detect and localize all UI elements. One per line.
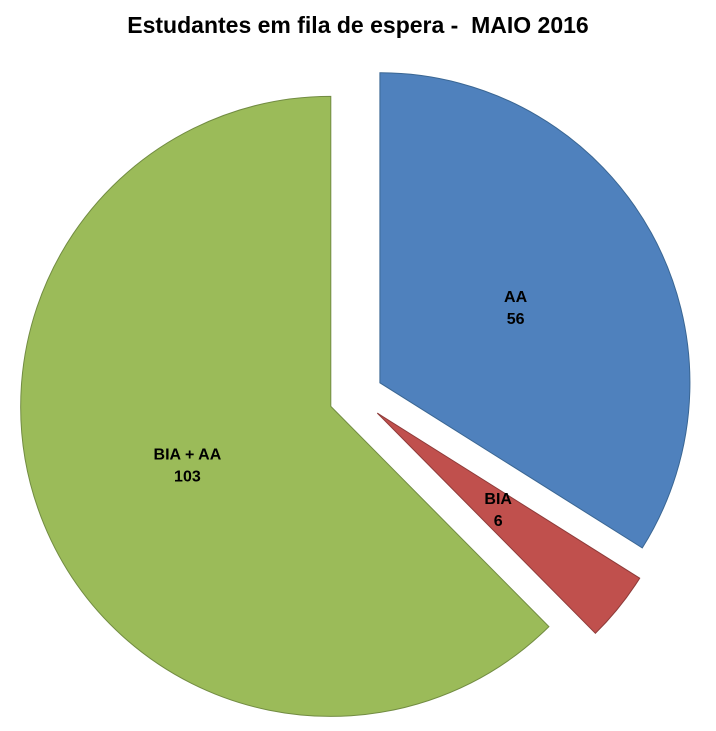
slice-label-bia: BIA 6 [484,491,512,530]
pie-slice-bia-aa [20,95,550,717]
slice-label-aa: AA 56 [504,289,528,328]
chart-title: Estudantes em fila de espera - MAIO 2016 [127,12,589,38]
pie-slice-bia [376,412,641,635]
slice-label-bia-aa: BIA + AA 103 [154,446,222,485]
pie-slice-aa [379,72,691,549]
